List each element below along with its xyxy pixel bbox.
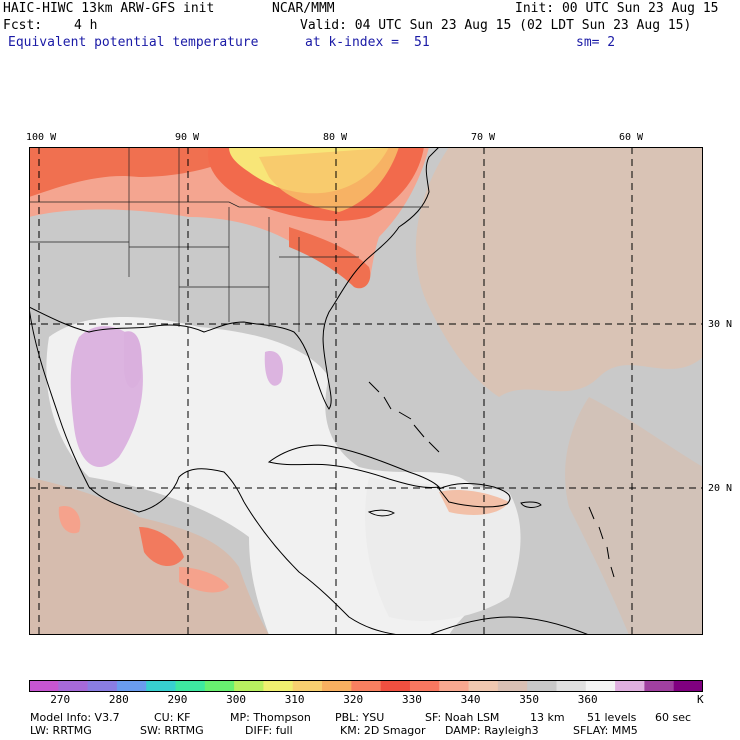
- colorbar-swatch: [58, 680, 89, 692]
- colorbar-swatch: [556, 680, 587, 692]
- footer-resolution: 13 km: [530, 711, 565, 724]
- lat-lon-grid: [29, 147, 703, 635]
- colorbar-tick-label: 270: [50, 693, 71, 706]
- hot-region: [29, 147, 249, 197]
- colorbar-swatch: [322, 680, 352, 692]
- footer-timestep: 60 sec: [655, 711, 692, 724]
- map-frame: [29, 147, 703, 635]
- footer-lw: LW: RRTMG: [30, 724, 92, 737]
- colorbar-swatch: [204, 680, 235, 692]
- footer-km: KM: 2D Smagor: [340, 724, 426, 737]
- bahamas: [368, 381, 440, 453]
- lon-label: 60 W: [619, 132, 644, 143]
- hispaniola: [438, 483, 511, 508]
- colorbar-tick-label: 300: [226, 693, 246, 706]
- footer-sw: SW: RRTMG: [140, 724, 204, 737]
- footer-model-info: Model Info: V3.7: [30, 711, 120, 724]
- org-name: NCAR/MMM: [272, 1, 335, 16]
- colorbar-swatch: [527, 680, 557, 692]
- coastlines: [29, 147, 615, 635]
- tan-region: [565, 397, 703, 635]
- tan-region: [439, 490, 509, 515]
- cuba: [267, 444, 441, 488]
- colorbar-tick-label: 280: [108, 693, 129, 706]
- lat-label: 20 N: [708, 483, 733, 494]
- footer-mp: MP: Thompson: [230, 711, 311, 724]
- lat-label: 30 N: [708, 319, 733, 330]
- colorbar-tick-label: 350: [519, 693, 540, 706]
- lesser-antilles: [588, 506, 615, 578]
- jamaica: [367, 509, 395, 517]
- colorbar-swatch: [439, 680, 470, 692]
- puerto-rico: [520, 501, 542, 508]
- field-name: Equivalent potential temperature: [8, 35, 259, 50]
- colorbar-swatch: [497, 680, 528, 692]
- us-gulf-coast: [29, 147, 440, 410]
- colorbar-frame: [29, 680, 703, 692]
- lavender-region: [124, 331, 142, 388]
- central-america-coast: [243, 501, 400, 635]
- colorbar-tick-label: 310: [284, 693, 305, 706]
- footer-pbl: PBL: YSU: [335, 711, 385, 724]
- hot-region: [289, 227, 371, 289]
- colorbar-swatch: [468, 680, 499, 692]
- colorbar-swatch: [87, 680, 118, 692]
- colorbar-swatch: [351, 680, 382, 692]
- colorbar-swatch: [380, 680, 411, 692]
- south-america-coast: [428, 616, 590, 635]
- warm-region: [179, 567, 229, 593]
- mexico-coast: [29, 306, 245, 513]
- state-borders: [29, 147, 429, 332]
- lavender-region: [264, 351, 284, 386]
- colorbar-swatch: [29, 680, 59, 692]
- colorbar: [29, 680, 703, 692]
- colorbar-swatch: [175, 680, 206, 692]
- init-time: Init: 00 UTC Sun 23 Aug 15: [515, 1, 719, 16]
- footer-sflay: SFLAY: MM5: [573, 724, 638, 737]
- footer-cu: CU: KF: [154, 711, 191, 724]
- level-label: at k-index =: [305, 35, 399, 50]
- colorbar-swatch: [292, 680, 323, 692]
- colorbar-swatch: [116, 680, 147, 692]
- lon-label: 100 W: [26, 132, 57, 143]
- colorbar-tick-label: 340: [460, 693, 481, 706]
- forecast-hour: 4 h: [74, 18, 98, 33]
- colorbar-swatch: [585, 680, 616, 692]
- colorbar-swatch: [644, 680, 675, 692]
- colorbar-tick-label: 320: [343, 693, 364, 706]
- colorbar-tick-label: 360: [577, 693, 598, 706]
- level-value: 51: [414, 35, 430, 50]
- footer-diff: DIFF: full: [245, 724, 293, 737]
- orange-region: [259, 147, 399, 212]
- lon-label: 80 W: [323, 132, 348, 143]
- colorbar-swatch: [146, 680, 177, 692]
- footer-sf: SF: Noah LSM: [425, 711, 500, 724]
- warm-region: [139, 527, 184, 567]
- colorbar-swatch: [263, 680, 294, 692]
- warm-region: [58, 506, 81, 534]
- tan-region: [415, 147, 703, 397]
- colorbar-unit: K: [697, 693, 704, 706]
- footer-damp: DAMP: Rayleigh3: [445, 724, 539, 737]
- forecast-label: Fcst:: [3, 18, 43, 33]
- lon-label: 90 W: [175, 132, 200, 143]
- valid-time: Valid: 04 UTC Sun 23 Aug 15 (02 LDT Sun …: [300, 18, 692, 33]
- colorbar-swatch: [409, 680, 440, 692]
- smoothing: sm= 2: [576, 35, 616, 50]
- footer-levels: 51 levels: [587, 711, 637, 724]
- colorbar-tick-label: 330: [402, 693, 422, 706]
- colorbar-swatch: [615, 680, 645, 692]
- model-title: HAIC-HIWC 13km ARW-GFS init: [3, 1, 215, 16]
- colorbar-tick-label: 290: [167, 693, 188, 706]
- theta-e-map: [29, 147, 703, 635]
- lon-label: 70 W: [471, 132, 496, 143]
- colorbar-swatch: [234, 680, 264, 692]
- colorbar-swatch: [673, 680, 703, 692]
